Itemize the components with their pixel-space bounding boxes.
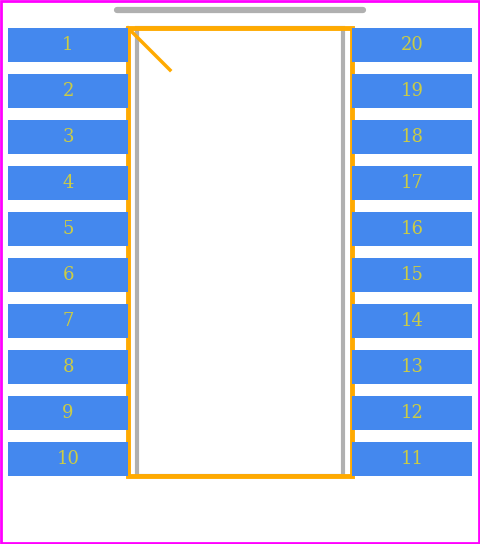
Bar — [352, 120, 472, 154]
Text: 13: 13 — [400, 358, 423, 376]
Text: 7: 7 — [62, 312, 74, 330]
Bar — [8, 304, 128, 338]
Bar — [352, 442, 472, 476]
Text: 14: 14 — [401, 312, 423, 330]
Bar — [352, 350, 472, 384]
Bar — [8, 212, 128, 246]
Text: 5: 5 — [62, 220, 74, 238]
Text: 19: 19 — [400, 82, 423, 100]
Bar — [8, 28, 128, 62]
Bar — [8, 258, 128, 292]
Text: 12: 12 — [401, 404, 423, 422]
Bar — [352, 396, 472, 430]
Bar — [8, 74, 128, 108]
Text: 10: 10 — [57, 450, 80, 468]
Bar — [8, 120, 128, 154]
Bar — [352, 74, 472, 108]
Bar — [352, 28, 472, 62]
Bar — [352, 258, 472, 292]
Bar — [128, 28, 352, 476]
Bar — [8, 396, 128, 430]
Text: 8: 8 — [62, 358, 74, 376]
Text: 20: 20 — [401, 36, 423, 54]
Text: 3: 3 — [62, 128, 74, 146]
Bar — [352, 166, 472, 200]
Text: 18: 18 — [400, 128, 423, 146]
Text: 4: 4 — [62, 174, 74, 192]
Bar — [8, 350, 128, 384]
Bar — [8, 442, 128, 476]
Bar — [352, 304, 472, 338]
Bar — [352, 212, 472, 246]
Text: 9: 9 — [62, 404, 74, 422]
Text: 11: 11 — [400, 450, 423, 468]
Bar — [137, 28, 343, 476]
Bar — [8, 166, 128, 200]
Text: 15: 15 — [401, 266, 423, 284]
Text: 16: 16 — [400, 220, 423, 238]
Text: 6: 6 — [62, 266, 74, 284]
Text: 17: 17 — [401, 174, 423, 192]
Text: 1: 1 — [62, 36, 74, 54]
Text: 2: 2 — [62, 82, 74, 100]
